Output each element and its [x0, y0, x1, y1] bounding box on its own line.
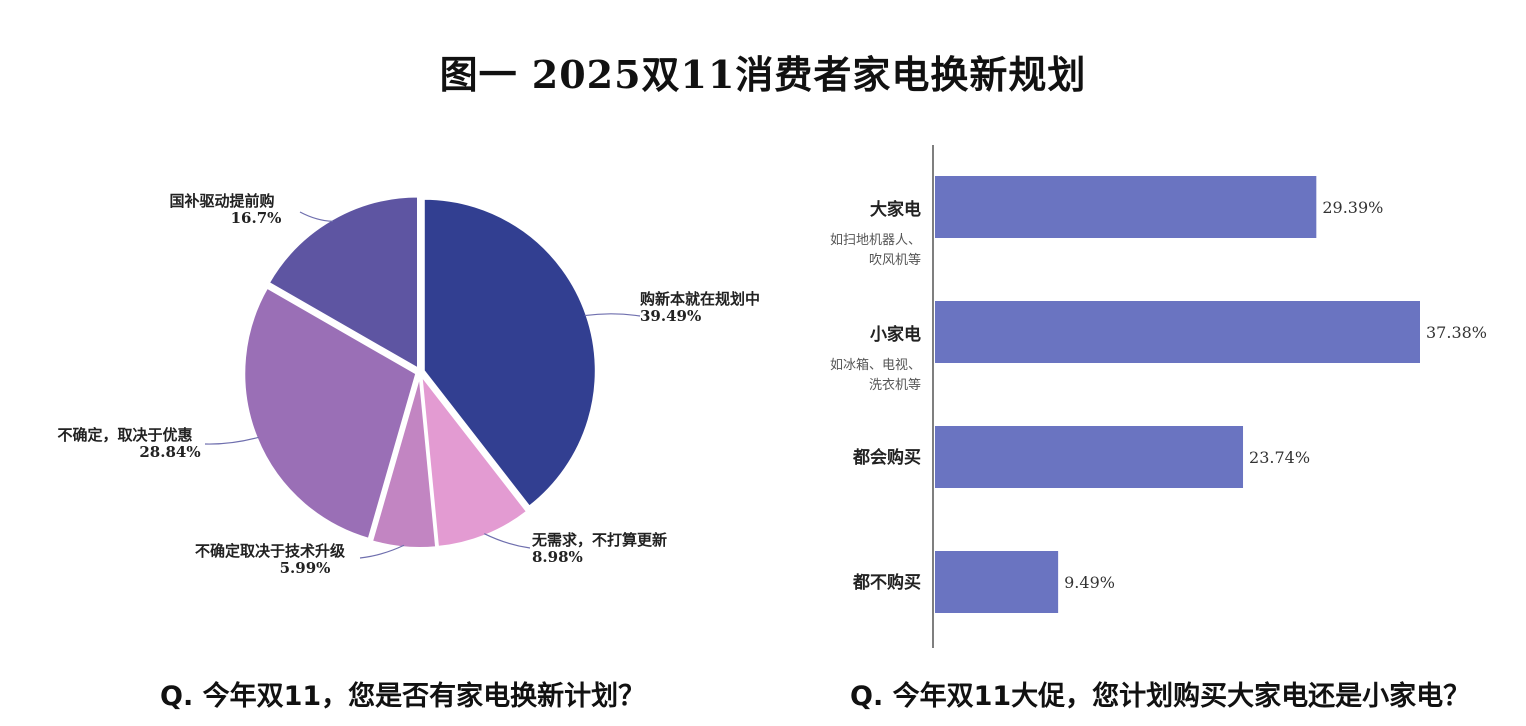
bar-sublabel-1-1: 洗衣机等 [869, 377, 921, 393]
bar-label-3: 都不购买 [852, 572, 921, 593]
bar-3 [935, 551, 1059, 613]
question-right: Q. 今年双11大促，您计划购买大家电还是小家电？ [850, 681, 1471, 712]
bar-value-2: 23.74% [1249, 448, 1310, 467]
pie-value-4: 16.7% [231, 209, 282, 227]
bar-2 [935, 426, 1244, 488]
leader-line-0 [584, 313, 641, 317]
pie-label-2: 不确定取决于技术升级 [195, 542, 346, 560]
pie-slice-4 [267, 195, 419, 370]
pie-label-4: 国补驱动提前购 [169, 192, 274, 210]
bar-sublabel-1-0: 如冰箱、电视、 [830, 357, 921, 373]
pie-value-2: 5.99% [280, 559, 331, 577]
pie-slice-2 [371, 374, 438, 549]
bar-value-0: 29.39% [1322, 198, 1383, 217]
pie-label-0: 购新本就在规划中 [640, 290, 760, 308]
chart-title: 图一 2025双11消费者家电换新规划 [439, 52, 1087, 97]
bar-0 [935, 176, 1317, 238]
bar-value-3: 9.49% [1064, 573, 1115, 592]
bar-label-0: 大家电 [870, 199, 921, 220]
leader-line-3 [204, 436, 259, 445]
leader-line-4 [299, 211, 333, 223]
bar-value-1: 37.38% [1426, 323, 1487, 342]
bar-label-1: 小家电 [870, 324, 921, 345]
pie-slice-1 [420, 374, 528, 548]
bar-sublabel-0-0: 如扫地机器人、 [830, 232, 921, 248]
leader-line-1 [483, 533, 531, 549]
question-left: Q. 今年双11，您是否有家电换新计划？ [160, 681, 646, 712]
bar-1 [935, 301, 1420, 363]
bar-sublabel-0-1: 吹风机等 [869, 252, 921, 268]
pie-value-0: 39.49% [640, 307, 701, 325]
pie-value-1: 8.98% [532, 548, 583, 566]
pie-value-3: 28.84% [139, 443, 200, 461]
pie-label-1: 无需求，不打算更新 [531, 531, 667, 549]
pie-label-3: 不确定，取决于优惠 [57, 426, 192, 444]
leader-line-2 [359, 544, 405, 559]
bar-label-2: 都会购买 [852, 447, 921, 468]
